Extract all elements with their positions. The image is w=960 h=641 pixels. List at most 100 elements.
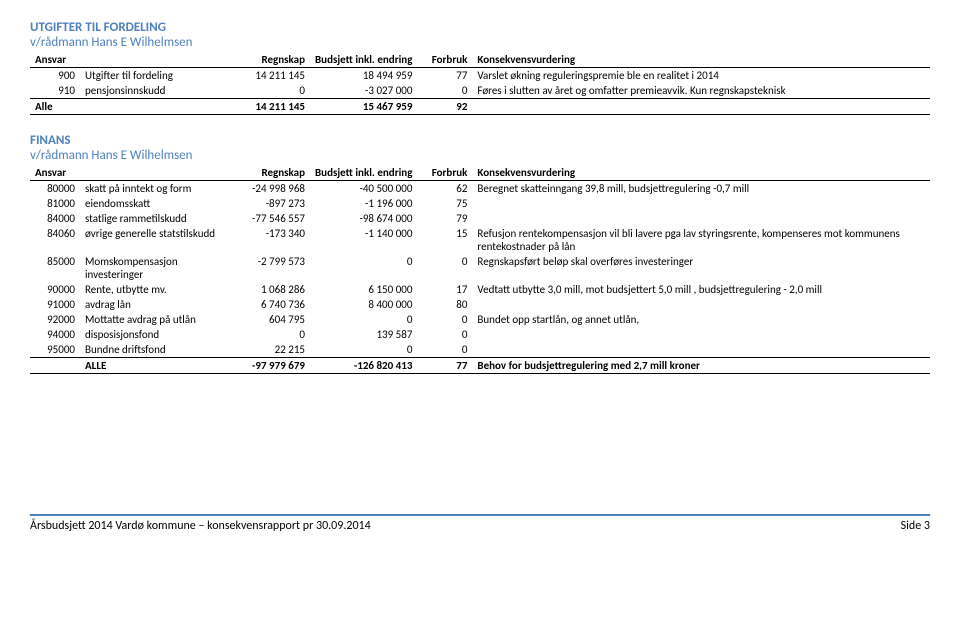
cell-kon bbox=[472, 99, 930, 115]
cell-kon: Behov for budsjettregulering med 2,7 mil… bbox=[472, 358, 930, 374]
table-header-row: Ansvar Regnskap Budsjett inkl. endring F… bbox=[30, 165, 930, 181]
cell-kon bbox=[472, 297, 930, 312]
th-budsjett: Budsjett inkl. endring bbox=[310, 165, 417, 181]
cell-reg: 1 068 286 bbox=[230, 282, 310, 297]
cell-bud: 0 bbox=[310, 312, 417, 327]
cell-kon bbox=[472, 342, 930, 358]
cell-kon: Refusjon rentekompensasjon vil bli laver… bbox=[472, 226, 930, 254]
cell-for: 62 bbox=[417, 181, 472, 197]
cell-reg: 14 211 145 bbox=[230, 68, 310, 84]
cell-bud: -126 820 413 bbox=[310, 358, 417, 374]
cell-for: 0 bbox=[417, 254, 472, 282]
cell-kon: Bundet opp startlån, og annet utlån, bbox=[472, 312, 930, 327]
cell-name: Utgifter til fordeling bbox=[80, 68, 230, 84]
cell-bud: 8 400 000 bbox=[310, 297, 417, 312]
cell-bud: 18 494 959 bbox=[310, 68, 417, 84]
cell-reg: -2 799 573 bbox=[230, 254, 310, 282]
section-utgifter: UTGIFTER TIL FORDELING v/rådmann Hans E … bbox=[30, 20, 930, 115]
th-budsjett: Budsjett inkl. endring bbox=[310, 52, 417, 68]
cell-code bbox=[30, 358, 80, 374]
cell-kon: Regnskapsført beløp skal overføres inves… bbox=[472, 254, 930, 282]
cell-name: skatt på inntekt og form bbox=[80, 181, 230, 197]
cell-kon: Vedtatt utbytte 3,0 mill, mot budsjetter… bbox=[472, 282, 930, 297]
cell-bud: 6 150 000 bbox=[310, 282, 417, 297]
table-row: 84000 statlige rammetilskudd -77 546 557… bbox=[30, 211, 930, 226]
cell-for: 75 bbox=[417, 196, 472, 211]
cell-for: 80 bbox=[417, 297, 472, 312]
cell-code: 84000 bbox=[30, 211, 80, 226]
cell-reg: 0 bbox=[230, 327, 310, 342]
cell-for: 77 bbox=[417, 68, 472, 84]
th-regnskap: Regnskap bbox=[230, 165, 310, 181]
cell-bud: -40 500 000 bbox=[310, 181, 417, 197]
cell-bud: -3 027 000 bbox=[310, 83, 417, 99]
th-konsekvens: Konsekvensvurdering bbox=[472, 165, 930, 181]
table-row: 95000 Bundne driftsfond 22 215 0 0 bbox=[30, 342, 930, 358]
cell-bud: 139 587 bbox=[310, 327, 417, 342]
cell-code: 84060 bbox=[30, 226, 80, 254]
cell-name: øvrige generelle statstilskudd bbox=[80, 226, 230, 254]
table-finans: Ansvar Regnskap Budsjett inkl. endring F… bbox=[30, 165, 930, 374]
table-total-row: Alle 14 211 145 15 467 959 92 bbox=[30, 99, 930, 115]
table-row: 91000 avdrag lån 6 740 736 8 400 000 80 bbox=[30, 297, 930, 312]
cell-name: eiendomsskatt bbox=[80, 196, 230, 211]
th-konsekvens: Konsekvensvurdering bbox=[472, 52, 930, 68]
th-forbruk: Forbruk bbox=[417, 52, 472, 68]
table-row: 94000 disposisjonsfond 0 139 587 0 bbox=[30, 327, 930, 342]
cell-reg: 22 215 bbox=[230, 342, 310, 358]
cell-name: Rente, utbytte mv. bbox=[80, 282, 230, 297]
cell-for: 17 bbox=[417, 282, 472, 297]
footer-left: Årsbudsjett 2014 Vardø kommune – konsekv… bbox=[30, 519, 371, 533]
cell-code: 85000 bbox=[30, 254, 80, 282]
cell-for: 0 bbox=[417, 83, 472, 99]
cell-name: Bundne driftsfond bbox=[80, 342, 230, 358]
table-row: 92000 Mottatte avdrag på utlån 604 795 0… bbox=[30, 312, 930, 327]
table-row: 90000 Rente, utbytte mv. 1 068 286 6 150… bbox=[30, 282, 930, 297]
cell-code: 910 bbox=[30, 83, 80, 99]
table-row: 910 pensjonsinnskudd 0 -3 027 000 0 Føre… bbox=[30, 83, 930, 99]
th-ansvar: Ansvar bbox=[30, 165, 80, 181]
cell-for: 15 bbox=[417, 226, 472, 254]
cell-bud: 15 467 959 bbox=[310, 99, 417, 115]
cell-code: 94000 bbox=[30, 327, 80, 342]
table-row: 85000 Momskompensasjon investeringer -2 … bbox=[30, 254, 930, 282]
cell-kon: Varslet økning reguleringspremie ble en … bbox=[472, 68, 930, 84]
table-row: 84060 øvrige generelle statstilskudd -17… bbox=[30, 226, 930, 254]
cell-for: 79 bbox=[417, 211, 472, 226]
cell-name: pensjonsinnskudd bbox=[80, 83, 230, 99]
cell-kon bbox=[472, 196, 930, 211]
cell-code: 92000 bbox=[30, 312, 80, 327]
cell-for: 0 bbox=[417, 312, 472, 327]
section1-sub: v/rådmann Hans E Wilhelmsen bbox=[30, 35, 930, 50]
table-utgifter: Ansvar Regnskap Budsjett inkl. endring F… bbox=[30, 52, 930, 115]
cell-code: 900 bbox=[30, 68, 80, 84]
cell-kon: Beregnet skatteinngang 39,8 mill, budsje… bbox=[472, 181, 930, 197]
cell-code: Alle bbox=[30, 99, 80, 115]
cell-bud: 0 bbox=[310, 342, 417, 358]
cell-reg: -173 340 bbox=[230, 226, 310, 254]
cell-kon bbox=[472, 327, 930, 342]
footer-right: Side 3 bbox=[901, 519, 930, 533]
cell-bud: 0 bbox=[310, 254, 417, 282]
cell-kon: Føres i slutten av året og omfatter prem… bbox=[472, 83, 930, 99]
cell-reg: 604 795 bbox=[230, 312, 310, 327]
cell-reg: -24 998 968 bbox=[230, 181, 310, 197]
cell-reg: 6 740 736 bbox=[230, 297, 310, 312]
cell-for: 0 bbox=[417, 342, 472, 358]
cell-code: 81000 bbox=[30, 196, 80, 211]
section-finans: FINANS v/rådmann Hans E Wilhelmsen Ansva… bbox=[30, 133, 930, 374]
cell-reg: 14 211 145 bbox=[230, 99, 310, 115]
page-footer: Årsbudsjett 2014 Vardø kommune – konsekv… bbox=[30, 514, 930, 533]
section2-title: FINANS bbox=[30, 133, 930, 148]
cell-code: 91000 bbox=[30, 297, 80, 312]
table-total-row: ALLE -97 979 679 -126 820 413 77 Behov f… bbox=[30, 358, 930, 374]
cell-name bbox=[80, 99, 230, 115]
cell-for: 92 bbox=[417, 99, 472, 115]
table-row: 81000 eiendomsskatt -897 273 -1 196 000 … bbox=[30, 196, 930, 211]
cell-bud: -1 140 000 bbox=[310, 226, 417, 254]
cell-code: 90000 bbox=[30, 282, 80, 297]
cell-name: avdrag lån bbox=[80, 297, 230, 312]
cell-name: statlige rammetilskudd bbox=[80, 211, 230, 226]
th-ansvar: Ansvar bbox=[30, 52, 80, 68]
section2-sub: v/rådmann Hans E Wilhelmsen bbox=[30, 148, 930, 163]
